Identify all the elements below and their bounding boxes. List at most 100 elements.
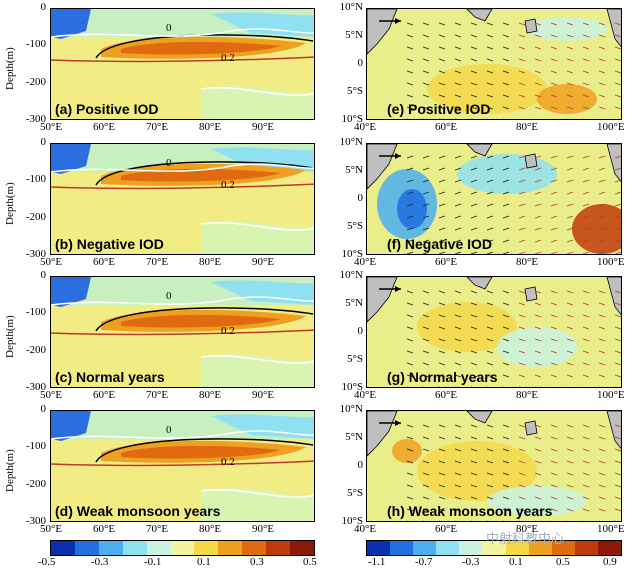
y-tick-label: 5°S xyxy=(346,487,363,499)
x-tick-label: 60°E xyxy=(93,389,116,401)
colorbar-swatch xyxy=(528,541,552,555)
svg-text:0: 0 xyxy=(166,424,172,436)
section-plot: 00.2 xyxy=(51,9,314,119)
x-tick-label: 80°E xyxy=(199,389,222,401)
x-tick-label: 80°E xyxy=(199,256,222,268)
colorbar-swatch xyxy=(266,541,291,555)
svg-text:0.2: 0.2 xyxy=(221,179,235,191)
colorbar-swatch xyxy=(551,541,575,555)
depth-section-panel: 0 0.2 (c) Normal years xyxy=(50,276,315,388)
x-tick-label: 60°E xyxy=(435,256,458,268)
colorbar-swatch xyxy=(367,541,391,555)
colorbar-swatch xyxy=(242,541,267,555)
colorbar-swatch xyxy=(51,541,75,555)
x-tick-label: 40°E xyxy=(354,121,377,133)
x-tick-label: 80°E xyxy=(516,523,539,535)
x-tick-label: 100°E xyxy=(597,256,625,268)
map-plot xyxy=(367,9,621,119)
y-tick-label: 10°N xyxy=(339,1,363,13)
x-tick-label: 80°E xyxy=(199,523,222,535)
x-tick-label: 40°E xyxy=(354,523,377,535)
panel-label: (h) Weak monsoon years xyxy=(387,503,553,519)
y-tick-label: 10°N xyxy=(339,136,363,148)
x-tick-label: 100°E xyxy=(597,121,625,133)
colorbar-swatch xyxy=(413,541,437,555)
y-tick-label: -200 xyxy=(25,210,46,223)
y-tick-label: 0 xyxy=(40,403,47,415)
y-tick-label: 10°S xyxy=(341,381,363,393)
colorbar-tick-label: -0.1 xyxy=(144,556,162,568)
y-tick-label: 10°S xyxy=(341,248,363,260)
x-tick-label: 80°E xyxy=(516,389,539,401)
y-tick-label: 5°N xyxy=(345,297,363,309)
y-tick-label: 0 xyxy=(357,192,364,204)
colorbar-swatch xyxy=(290,541,314,555)
map-panel: (h) Weak monsoon years xyxy=(366,410,622,522)
left-colorbar xyxy=(50,540,315,556)
colorbar-tick-label: -0.3 xyxy=(462,556,480,568)
x-tick-label: 90°E xyxy=(252,121,275,133)
x-tick-label: 50°E xyxy=(40,389,63,401)
map-panel: (g) Normal years xyxy=(366,276,622,388)
x-tick-label: 70°E xyxy=(146,523,169,535)
colorbar-tick-label: -0.3 xyxy=(91,556,109,568)
y-tick-label: -300 xyxy=(25,248,46,260)
map-panel: (f) Negative IOD xyxy=(366,143,622,255)
x-tick-label: 80°E xyxy=(516,256,539,268)
x-tick-label: 50°E xyxy=(40,523,63,535)
colorbar-tick-label: 0.1 xyxy=(197,556,211,568)
svg-text:0.2: 0.2 xyxy=(221,325,235,337)
colorbar-swatch xyxy=(122,541,147,555)
y-tick-label: -200 xyxy=(25,75,46,88)
panel-label: (e) Positive IOD xyxy=(387,101,491,117)
svg-text:0.2: 0.2 xyxy=(221,456,235,468)
svg-text:0: 0 xyxy=(166,290,172,302)
panel-label: (g) Normal years xyxy=(387,369,498,385)
x-tick-label: 70°E xyxy=(146,256,169,268)
depth-section-panel: 0 0.2 (d) Weak monsoon years xyxy=(50,410,315,522)
y-tick-label: 5°N xyxy=(345,29,363,41)
y-tick-label: 0 xyxy=(40,269,47,281)
colorbar-swatch xyxy=(482,541,506,555)
x-tick-label: 60°E xyxy=(435,523,458,535)
x-tick-label: 60°E xyxy=(93,256,116,268)
colorbar-tick-label: -0.5 xyxy=(38,556,56,568)
y-tick-label: -200 xyxy=(25,343,46,356)
y-tick-label: -300 xyxy=(25,113,46,125)
y-tick-label: -300 xyxy=(25,515,46,527)
y-tick-label: 0 xyxy=(357,57,364,69)
y-tick-label: 0 xyxy=(40,1,47,13)
y-tick-label: 10°N xyxy=(339,269,363,281)
y-tick-label: 10°S xyxy=(341,113,363,125)
watermark-text: 中射科教中心 xyxy=(486,532,565,547)
y-tick-label: -300 xyxy=(25,381,46,393)
x-tick-label: 90°E xyxy=(252,256,275,268)
x-tick-label: 100°E xyxy=(597,389,625,401)
colorbar-swatch xyxy=(436,541,460,555)
y-tick-label: 5°S xyxy=(346,220,363,232)
x-tick-label: 90°E xyxy=(252,389,275,401)
x-tick-label: 70°E xyxy=(146,389,169,401)
section-plot: 00.2 xyxy=(51,277,314,387)
y-tick-label: -100 xyxy=(25,440,46,453)
watermark: 中射科教中心 xyxy=(486,528,564,547)
x-tick-label: 80°E xyxy=(199,121,222,133)
colorbar-swatch xyxy=(146,541,171,555)
y-axis-label: Depth(m) xyxy=(4,47,16,90)
panel-label: (f) Negative IOD xyxy=(387,236,493,252)
colorbar-tick-label: -1.1 xyxy=(368,556,386,568)
y-tick-label: 10°S xyxy=(341,515,363,527)
y-tick-label: 0 xyxy=(40,136,47,148)
colorbar-tick-label: 0.9 xyxy=(603,556,617,568)
svg-text:0: 0 xyxy=(166,157,172,169)
colorbar-swatch xyxy=(390,541,414,555)
y-tick-label: 5°N xyxy=(345,164,363,176)
x-tick-label: 60°E xyxy=(93,121,116,133)
y-tick-label: 0 xyxy=(357,325,364,337)
colorbar-swatch xyxy=(574,541,598,555)
y-tick-label: 0 xyxy=(357,459,364,471)
y-tick-label: 10°N xyxy=(339,403,363,415)
y-axis-label: Depth(m) xyxy=(4,315,16,358)
y-tick-label: -100 xyxy=(25,173,46,186)
x-tick-label: 50°E xyxy=(40,256,63,268)
